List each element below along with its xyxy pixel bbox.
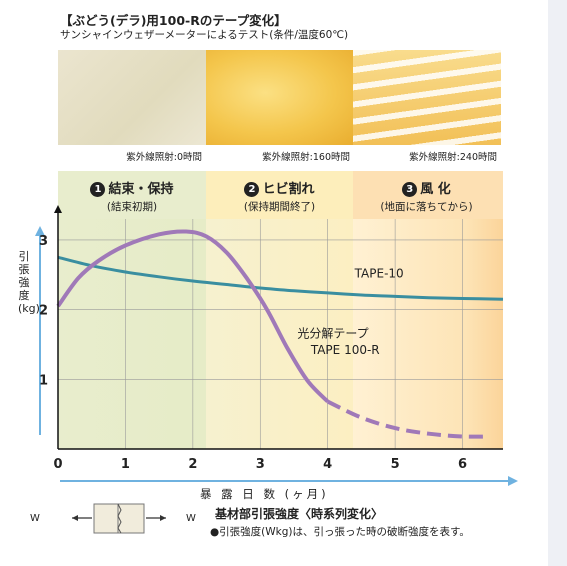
series-line-tape-10 [57, 255, 504, 301]
y-tick-label: 1 [39, 373, 48, 388]
x-tick-label: 1 [121, 457, 130, 472]
right-edge [548, 0, 567, 566]
tape-photo-image [58, 50, 206, 145]
phase-1-region [58, 219, 206, 449]
x-tick-label: 4 [323, 457, 332, 472]
x-axis-label: 暴 露 日 数 (ヶ月) [200, 487, 329, 501]
photo-caption: 紫外線照射:0時間 [58, 145, 206, 171]
number-badge: 2 [244, 182, 260, 197]
y-tick-label: 2 [39, 304, 48, 319]
y-axis-label-arrowhead [35, 226, 45, 236]
axes [35, 205, 518, 486]
note-text: ●引張強度(Wkg)は、引っ張った時の破断強度を表す。 [210, 526, 470, 538]
y-axis-arrowhead [54, 205, 62, 213]
phase-subtitle: (結束初期) [106, 201, 158, 213]
photo-240-hours: 紫外線照射:240時間 [353, 50, 501, 171]
force-w-right: W [186, 513, 196, 524]
annotations: TAPE-10 光分解テープ TAPE 100-R [297, 267, 403, 358]
series-annotation: TAPE 100-R [310, 343, 380, 357]
series-line-tape-100r-dashed [326, 399, 490, 439]
series-group [56, 229, 504, 439]
x-tick-label: 6 [458, 457, 467, 472]
tape-photo-image [206, 50, 354, 145]
number-badge: 3 [402, 182, 418, 197]
phase-header-1: 1 結束・保持 (結束初期) [58, 171, 206, 219]
phase-subtitle: (保持期間終了) [243, 201, 316, 213]
x-tick-label: 5 [391, 457, 400, 472]
phase-subtitle: (地面に落ちてから) [380, 201, 473, 213]
page-subtitle: サンシャインウェザーメーターによるテスト(条件/温度60℃) [60, 29, 349, 41]
phase-3-region [353, 219, 503, 449]
phase-header-3-fade [500, 171, 503, 219]
photo-caption: 紫外線照射:240時間 [353, 145, 501, 171]
grid [58, 219, 503, 449]
tape-photo-image [353, 50, 501, 145]
series-annotation: TAPE-10 [354, 267, 404, 281]
y-axis-label: 引張強度(kg) [18, 250, 40, 315]
tick-labels: 0 1 2 3 4 5 6 1 2 3 [39, 234, 467, 472]
series-annotation: 光分解テープ [297, 326, 368, 340]
phase-header-2: 2 ヒビ割れ (保持期間終了) [206, 171, 353, 219]
photo-0-hours: 紫外線照射:0時間 [58, 50, 206, 171]
x-tick-label: 2 [188, 457, 197, 472]
page-title: 【ぶどう(デラ)用100-Rのテープ変化】 [60, 13, 287, 28]
x-tick-label: 3 [256, 457, 265, 472]
note-title: 基材部引張強度〈時系列変化〉 [215, 507, 384, 521]
tape-specimen-diagram [72, 503, 166, 534]
x-axis-label-arrowhead [508, 476, 518, 486]
number-badge: 1 [90, 182, 106, 197]
phase-title: ヒビ割れ [262, 182, 315, 197]
phase-title: 結束・保持 [108, 182, 174, 197]
force-w-left: W [30, 513, 40, 524]
phase-title: 風 化 [420, 182, 451, 197]
y-tick-label: 3 [39, 234, 48, 249]
series-line-tape-100r [56, 229, 330, 404]
photo-160-hours: 紫外線照射:160時間 [206, 50, 354, 171]
x-tick-label: 0 [53, 457, 62, 472]
photo-caption: 紫外線照射:160時間 [206, 145, 354, 171]
